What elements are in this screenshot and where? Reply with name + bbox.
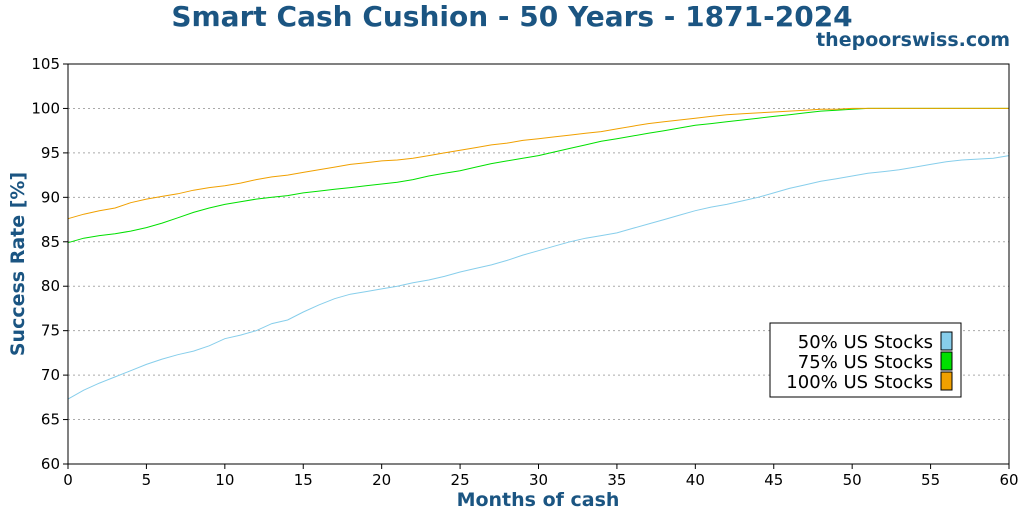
y-tick-label: 85	[41, 233, 60, 251]
series-line-2	[67, 107, 1009, 244]
y-tick-label: 90	[41, 188, 60, 206]
x-tick-label: 40	[686, 471, 705, 489]
x-tick-label: 5	[142, 471, 152, 489]
series-line-3	[67, 107, 1009, 220]
x-tick-label: 30	[529, 471, 548, 489]
y-tick-label: 100	[31, 99, 60, 117]
y-tick-label: 70	[41, 366, 60, 384]
x-tick-label: 15	[294, 471, 313, 489]
axis-ticks: 60 65 70 75 80 85 90 95 100 105 0 5 10 15 20 25 30 35 40 45…	[31, 55, 1018, 489]
x-tick-label: 45	[764, 471, 783, 489]
legend-swatch	[940, 371, 953, 391]
x-tick-label: 55	[921, 471, 940, 489]
x-tick-label: 35	[607, 471, 626, 489]
y-tick-label: 75	[41, 322, 60, 340]
plot-frame	[67, 63, 1010, 465]
x-tick-label: 50	[843, 471, 862, 489]
x-tick-label: 0	[63, 471, 73, 489]
x-tick-label: 60	[999, 471, 1018, 489]
chart-title: Smart Cash Cushion - 50 Years - 1871-202…	[171, 0, 853, 33]
x-axis-label: Months of cash	[457, 489, 620, 511]
legend-label: 100% US Stocks	[786, 372, 933, 393]
series-lines	[67, 107, 1010, 400]
legend-label: 75% US Stocks	[798, 352, 933, 373]
y-tick-label: 95	[41, 144, 60, 162]
y-tick-label: 105	[31, 55, 60, 73]
legend-swatch	[940, 351, 953, 371]
legend-label: 50% US Stocks	[798, 332, 933, 353]
y-tick-label: 80	[41, 277, 60, 295]
series-line-1	[67, 155, 1010, 400]
y-tick-label: 60	[41, 455, 60, 473]
grid-lines	[68, 63, 1009, 465]
x-tick-label: 10	[215, 471, 234, 489]
legend-box	[769, 322, 962, 398]
watermark: thepoorswiss.com	[816, 29, 1010, 51]
y-axis-label: Success Rate [%]	[7, 172, 29, 356]
x-tick-label: 25	[451, 471, 470, 489]
y-tick-label: 65	[41, 411, 60, 429]
legend-swatch	[940, 331, 953, 351]
x-tick-label: 20	[372, 471, 391, 489]
